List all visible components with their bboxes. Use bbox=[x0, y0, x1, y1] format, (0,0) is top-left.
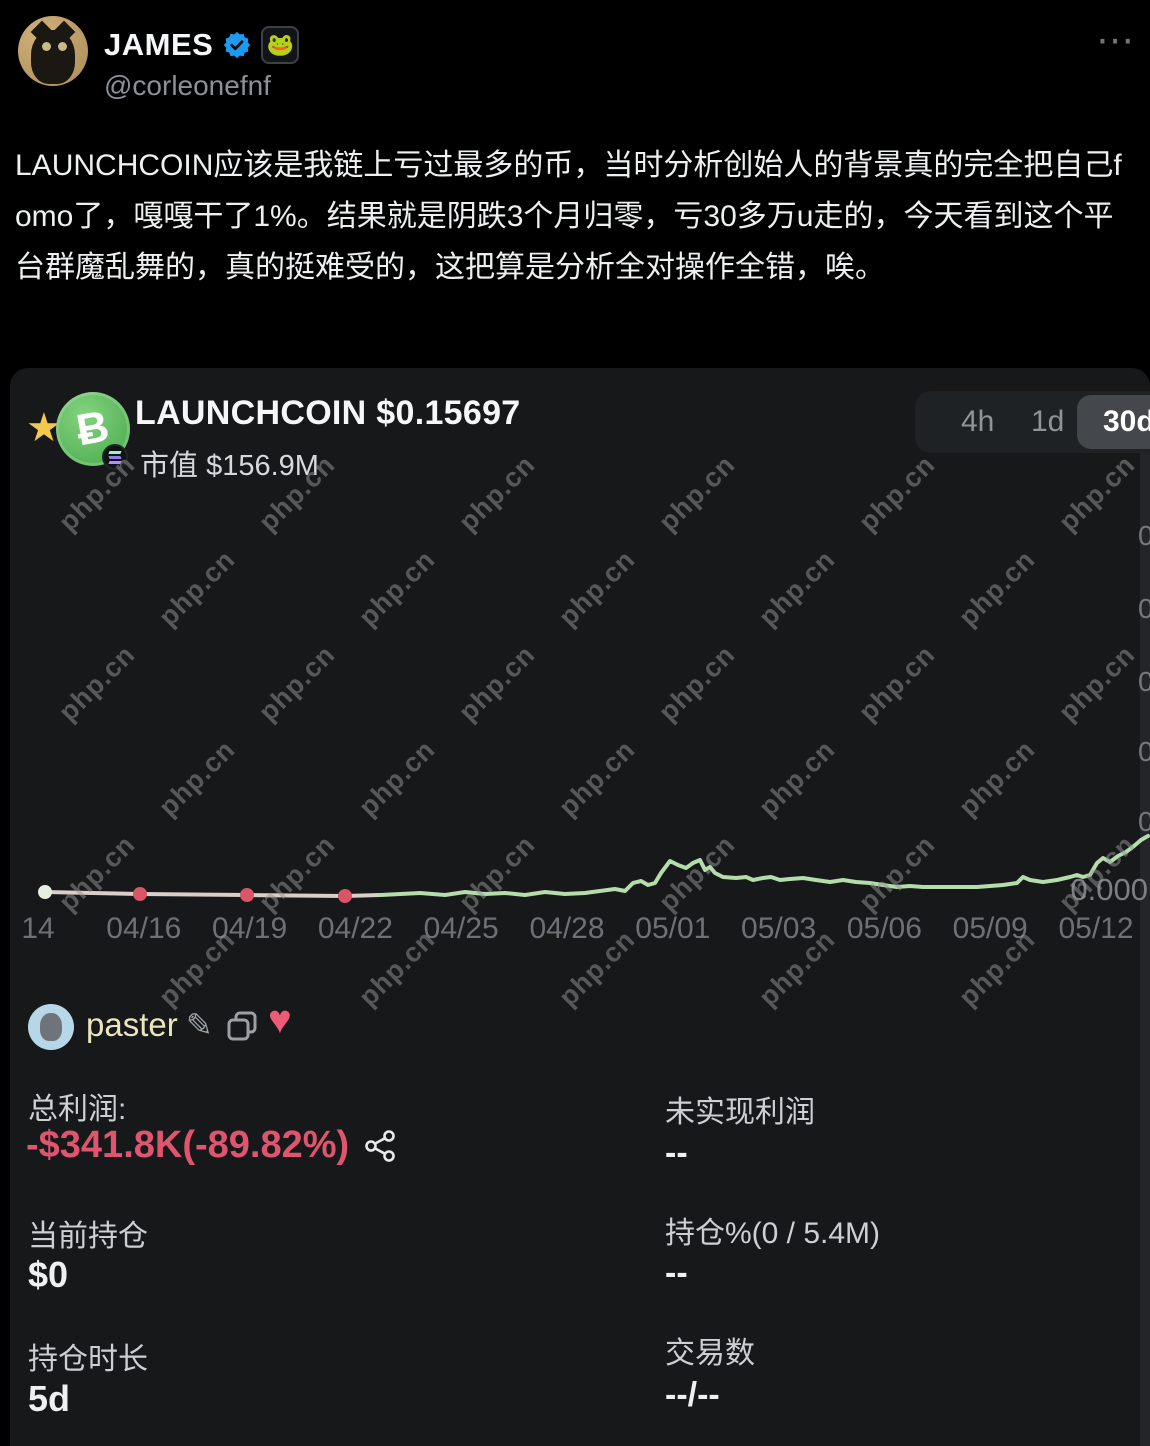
unrealized-profit-label: 未实现利润 bbox=[665, 1096, 815, 1129]
screenshot-edge-strip bbox=[1140, 448, 1150, 1446]
total-profit-row: -$341.8K(-89.82%) bbox=[26, 1124, 397, 1167]
x-tick-label: 05/12 bbox=[1058, 912, 1134, 945]
unrealized-profit-value: -- bbox=[665, 1134, 688, 1172]
x-tick-label: 05/01 bbox=[635, 912, 711, 945]
marketcap-value: $156.9M bbox=[206, 450, 319, 482]
tweet-text: LAUNCHCOIN应该是我链上亏过最多的币，当时分析创始人的背景真的完全把自己… bbox=[15, 149, 1122, 284]
x-tick-label: 04/25 bbox=[423, 912, 499, 945]
timeframe-30d-label: 30d bbox=[1103, 405, 1150, 438]
x-tick-label: 04/16 bbox=[106, 912, 182, 945]
marketcap-label: 市值 bbox=[140, 450, 199, 482]
timeframe-1d-button[interactable]: 1d bbox=[1031, 405, 1065, 438]
tx-count-value: --/-- bbox=[665, 1376, 720, 1414]
frog-emoji: 🐸 bbox=[266, 32, 295, 57]
token-title: LAUNCHCOIN $0.15697 bbox=[135, 394, 521, 432]
cat-eye bbox=[58, 42, 67, 51]
favorite-star-icon[interactable]: ★ bbox=[26, 406, 62, 450]
more-button[interactable]: ⋯ bbox=[1096, 20, 1136, 62]
total-profit-value: -$341.8K(-89.82%) bbox=[26, 1124, 350, 1166]
x-tick-label: 04/22 bbox=[317, 912, 393, 945]
author-name[interactable]: JAMES bbox=[104, 27, 214, 62]
profile-frog-badge: 🐸 bbox=[261, 26, 300, 64]
edit-pencil-icon[interactable]: ✎ bbox=[186, 1007, 213, 1043]
x-tick-label: 05/09 bbox=[952, 912, 1028, 945]
marketcap-row: 市值 $156.9M bbox=[140, 442, 319, 484]
x-tick-label: 05/06 bbox=[846, 912, 922, 945]
position-percent-value: -- bbox=[665, 1254, 688, 1292]
sell-marker-dot bbox=[338, 889, 352, 903]
share-icon[interactable] bbox=[363, 1129, 397, 1163]
y-axis-bottom-label: 0.000 bbox=[1070, 872, 1148, 907]
solana-chain-badge-icon bbox=[102, 444, 128, 470]
x-tick-label: 04/19 bbox=[212, 912, 288, 945]
trader-avatar-figure bbox=[40, 1013, 62, 1041]
y-tick-label-clipped: 0 bbox=[1138, 666, 1150, 697]
position-percent-label: 持仓%(0 / 5.4M) bbox=[665, 1217, 881, 1250]
x-axis: 14 04/16 04/19 04/22 04/25 04/28 05/01 05/03 05/… bbox=[10, 912, 1150, 954]
copy-icon[interactable] bbox=[226, 1010, 258, 1042]
tx-count-label: 交易数 bbox=[665, 1337, 755, 1370]
price-line bbox=[378, 834, 1150, 897]
current-position-label: 当前持仓 bbox=[28, 1220, 148, 1253]
sell-marker-dot bbox=[240, 888, 254, 902]
cat-silhouette bbox=[31, 30, 75, 84]
x-tick-label: 05/03 bbox=[741, 912, 817, 945]
cat-eye bbox=[42, 42, 51, 51]
avatar[interactable] bbox=[18, 16, 88, 86]
holding-duration-value: 5d bbox=[28, 1378, 71, 1419]
price-chart[interactable] bbox=[10, 460, 1150, 910]
author-row: JAMES 🐸 bbox=[104, 26, 300, 64]
x-tick-label: 04/28 bbox=[529, 912, 605, 945]
chart-start-dot bbox=[38, 885, 52, 899]
chart-card[interactable]: ★ Ƀ LAUNCHCOIN $0.15697 市值 $156.9M 4h 1d… bbox=[10, 368, 1150, 1446]
heart-icon[interactable]: ♥ bbox=[268, 998, 292, 1042]
timeframe-4h-button[interactable]: 4h bbox=[961, 405, 995, 438]
y-tick-label-clipped: 0 bbox=[1138, 520, 1150, 551]
y-tick-label-clipped: 0 bbox=[1138, 806, 1150, 837]
sell-marker-dot bbox=[133, 887, 147, 901]
holding-duration-label: 持仓时长 bbox=[28, 1343, 148, 1376]
timeframe-selector: 4h 1d 30d bbox=[915, 391, 1150, 453]
x-tick-label: 14 bbox=[21, 912, 55, 945]
timeframe-30d-button[interactable]: 30d bbox=[1077, 395, 1150, 449]
total-profit-label: 总利润: bbox=[28, 1093, 127, 1126]
author-handle: @corleonefnf bbox=[104, 70, 271, 101]
trader-name: paster bbox=[86, 1006, 178, 1043]
trader-avatar bbox=[28, 1004, 74, 1050]
y-tick-label-clipped: 0 bbox=[1138, 593, 1150, 624]
y-tick-label-clipped: 0 bbox=[1138, 736, 1150, 767]
verified-badge-icon bbox=[224, 31, 251, 59]
current-position-value: $0 bbox=[28, 1254, 69, 1295]
